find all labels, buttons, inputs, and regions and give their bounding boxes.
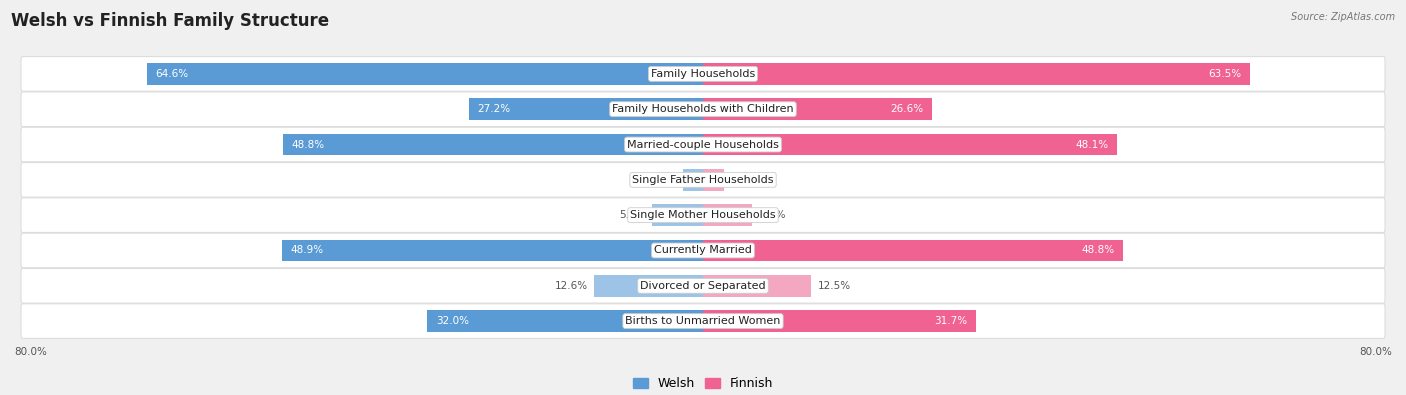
- Bar: [703, 169, 724, 191]
- FancyBboxPatch shape: [21, 56, 1385, 91]
- Bar: [703, 275, 811, 297]
- Text: 2.4%: 2.4%: [731, 175, 756, 185]
- Text: Divorced or Separated: Divorced or Separated: [640, 281, 766, 291]
- Text: Family Households: Family Households: [651, 69, 755, 79]
- Text: 5.9%: 5.9%: [619, 210, 645, 220]
- Bar: [683, 169, 703, 191]
- Bar: [427, 310, 703, 332]
- Bar: [703, 98, 932, 120]
- Text: Source: ZipAtlas.com: Source: ZipAtlas.com: [1291, 12, 1395, 22]
- Text: Welsh vs Finnish Family Structure: Welsh vs Finnish Family Structure: [11, 12, 329, 30]
- Text: 27.2%: 27.2%: [478, 104, 510, 114]
- Text: 48.8%: 48.8%: [1081, 245, 1115, 256]
- Text: 32.0%: 32.0%: [436, 316, 470, 326]
- Text: 64.6%: 64.6%: [155, 69, 188, 79]
- FancyBboxPatch shape: [21, 304, 1385, 339]
- Text: 5.7%: 5.7%: [759, 210, 786, 220]
- Bar: [703, 63, 1250, 85]
- Text: Single Mother Households: Single Mother Households: [630, 210, 776, 220]
- Text: 12.5%: 12.5%: [817, 281, 851, 291]
- Text: 26.6%: 26.6%: [890, 104, 924, 114]
- Bar: [595, 275, 703, 297]
- Text: 31.7%: 31.7%: [934, 316, 967, 326]
- Text: 48.8%: 48.8%: [291, 139, 325, 150]
- FancyBboxPatch shape: [21, 162, 1385, 197]
- Text: Births to Unmarried Women: Births to Unmarried Women: [626, 316, 780, 326]
- Text: Currently Married: Currently Married: [654, 245, 752, 256]
- Text: 48.9%: 48.9%: [291, 245, 323, 256]
- Text: Single Father Households: Single Father Households: [633, 175, 773, 185]
- Text: 63.5%: 63.5%: [1208, 69, 1241, 79]
- FancyBboxPatch shape: [21, 198, 1385, 233]
- FancyBboxPatch shape: [21, 127, 1385, 162]
- FancyBboxPatch shape: [21, 92, 1385, 126]
- Text: Married-couple Households: Married-couple Households: [627, 139, 779, 150]
- Legend: Welsh, Finnish: Welsh, Finnish: [627, 372, 779, 395]
- Bar: [703, 310, 976, 332]
- Text: 12.6%: 12.6%: [554, 281, 588, 291]
- Text: 48.1%: 48.1%: [1076, 139, 1108, 150]
- Text: 2.3%: 2.3%: [650, 175, 676, 185]
- FancyBboxPatch shape: [21, 269, 1385, 303]
- Text: 80.0%: 80.0%: [14, 346, 46, 357]
- Bar: [703, 204, 752, 226]
- FancyBboxPatch shape: [21, 233, 1385, 268]
- Bar: [703, 134, 1118, 156]
- Bar: [703, 239, 1123, 261]
- Text: Family Households with Children: Family Households with Children: [612, 104, 794, 114]
- Bar: [283, 134, 703, 156]
- Bar: [652, 204, 703, 226]
- Bar: [146, 63, 703, 85]
- Bar: [468, 98, 703, 120]
- Text: 80.0%: 80.0%: [1360, 346, 1392, 357]
- Bar: [281, 239, 703, 261]
